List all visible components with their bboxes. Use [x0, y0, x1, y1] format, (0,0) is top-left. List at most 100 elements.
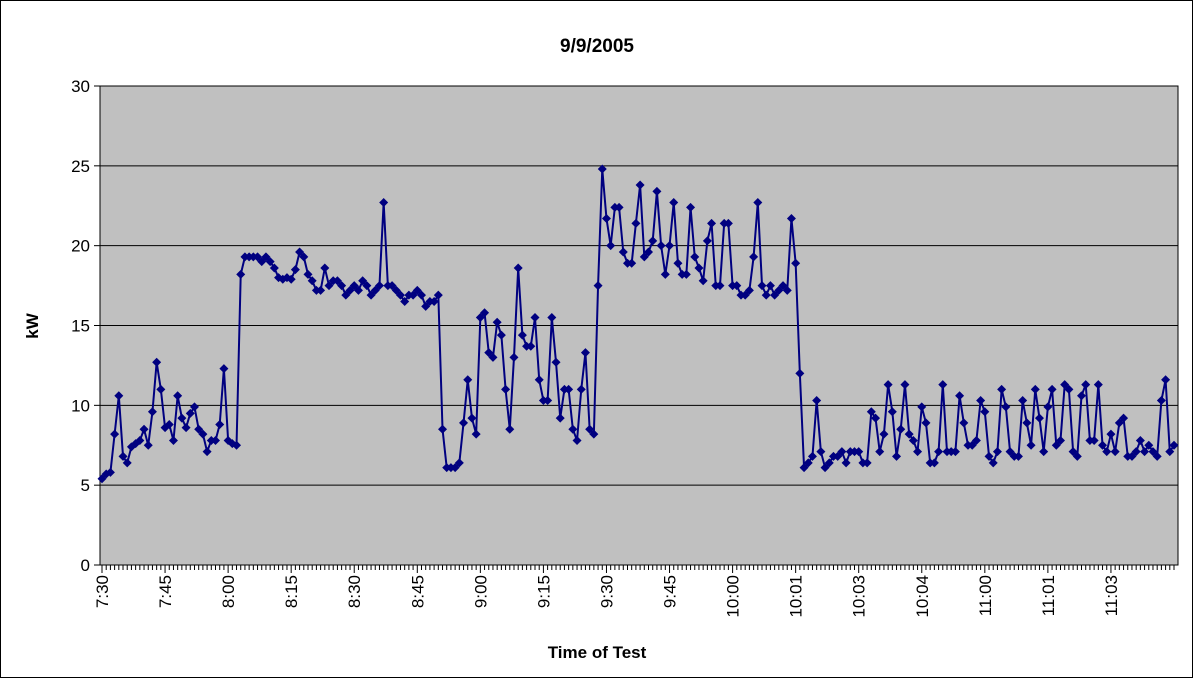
data-point — [648, 236, 658, 246]
data-point — [929, 458, 939, 468]
data-point — [786, 214, 796, 224]
data-point — [290, 265, 300, 275]
data-point — [189, 402, 199, 412]
data-point — [707, 218, 717, 228]
x-tick-label: 9:45 — [661, 575, 680, 608]
data-point — [782, 285, 792, 295]
data-point — [433, 290, 443, 300]
data-point — [509, 352, 519, 362]
data-point — [652, 186, 662, 196]
x-tick-label: 10:03 — [850, 575, 869, 618]
data-point — [337, 281, 347, 291]
data-point — [1018, 396, 1028, 406]
y-tick-label: 20 — [71, 237, 90, 256]
data-point — [168, 435, 178, 445]
data-point — [656, 241, 666, 251]
data-point — [795, 368, 805, 378]
data-point — [236, 269, 246, 279]
data-point — [215, 419, 225, 429]
data-point — [694, 263, 704, 273]
data-point — [601, 214, 611, 224]
data-point — [837, 447, 847, 457]
data-point — [374, 281, 384, 291]
data-point — [416, 290, 426, 300]
data-point — [1089, 435, 1099, 445]
data-point — [824, 458, 834, 468]
data-point — [501, 384, 511, 394]
x-tick-label: 10:01 — [787, 575, 806, 618]
data-point — [749, 252, 759, 262]
data-point — [202, 447, 212, 457]
data-point — [1140, 447, 1150, 457]
data-point — [631, 218, 641, 228]
data-point — [181, 423, 191, 433]
data-point — [488, 352, 498, 362]
data-point — [988, 458, 998, 468]
data-point — [564, 384, 574, 394]
data-point — [681, 269, 691, 279]
data-point — [1161, 375, 1171, 385]
data-point — [572, 435, 582, 445]
data-point — [438, 424, 448, 434]
data-point — [761, 290, 771, 300]
data-point — [459, 418, 469, 428]
x-tick-label: 11:01 — [1039, 575, 1058, 616]
y-tick-label: 30 — [71, 77, 90, 96]
data-point — [1106, 429, 1116, 439]
data-point — [971, 435, 981, 445]
data-point — [892, 451, 902, 461]
data-point — [866, 407, 876, 417]
y-axis-label: kW — [23, 312, 42, 338]
data-point — [307, 276, 317, 286]
data-point — [543, 396, 553, 406]
data-point — [467, 413, 477, 423]
data-point — [862, 458, 872, 468]
x-tick-label: 8:15 — [282, 575, 301, 608]
data-point — [803, 458, 813, 468]
data-point — [950, 447, 960, 457]
data-point — [908, 435, 918, 445]
data-point — [269, 263, 279, 273]
data-point — [913, 447, 923, 457]
data-point — [110, 429, 120, 439]
x-tick-label: 7:45 — [156, 575, 175, 608]
data-point — [669, 198, 679, 208]
data-point — [702, 236, 712, 246]
data-point — [665, 241, 675, 251]
data-point — [1047, 384, 1057, 394]
data-point — [143, 440, 153, 450]
data-point — [698, 276, 708, 286]
data-point — [1169, 440, 1179, 450]
data-point — [606, 241, 616, 251]
data-point — [660, 269, 670, 279]
data-point — [1102, 447, 1112, 457]
data-point — [1156, 396, 1166, 406]
data-point — [715, 281, 725, 291]
data-point — [1131, 447, 1141, 457]
data-point — [177, 413, 187, 423]
data-point — [1034, 413, 1044, 423]
data-point — [530, 313, 540, 323]
data-point — [816, 447, 826, 457]
data-point — [299, 252, 309, 262]
data-point — [505, 424, 515, 434]
data-point — [883, 380, 893, 390]
data-point — [265, 257, 275, 267]
data-point — [1064, 384, 1074, 394]
data-point — [517, 330, 527, 340]
plot-border — [99, 85, 1179, 566]
data-point — [854, 447, 864, 457]
data-point — [568, 424, 578, 434]
data-point — [492, 317, 502, 327]
data-point — [547, 313, 557, 323]
data-point — [320, 263, 330, 273]
data-point — [1022, 418, 1032, 428]
data-point — [105, 467, 115, 477]
x-tick-label: 9:15 — [534, 575, 553, 608]
data-point — [429, 297, 439, 307]
data-point — [791, 258, 801, 268]
data-point — [526, 341, 536, 351]
data-point — [644, 247, 654, 257]
chart-title: 9/9/2005 — [560, 36, 634, 57]
data-point — [723, 218, 733, 228]
